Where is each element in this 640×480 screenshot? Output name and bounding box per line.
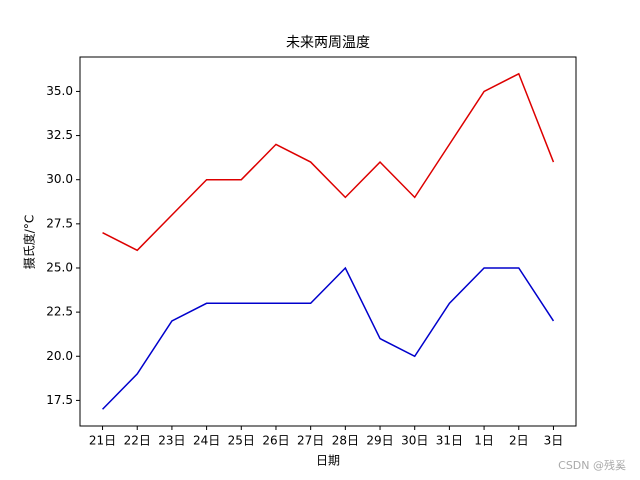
x-tick-label: 24日: [193, 434, 220, 448]
x-tick-label: 31日: [436, 434, 463, 448]
y-tick-label: 35.0: [46, 84, 73, 98]
x-tick-label: 27日: [297, 434, 324, 448]
y-tick-label: 22.5: [46, 305, 73, 319]
x-tick-label: 28日: [332, 434, 359, 448]
x-tick-label: 25日: [228, 434, 255, 448]
x-tick-label: 23日: [158, 434, 185, 448]
chart-title: 未来两周温度: [286, 35, 370, 51]
y-tick-label: 27.5: [46, 216, 73, 230]
x-tick-label: 1日: [474, 434, 494, 448]
y-tick-label: 30.0: [46, 172, 73, 186]
watermark: CSDN @残奚: [558, 458, 626, 472]
line-series: [102, 72, 555, 252]
x-tick-label: 2日: [509, 434, 529, 448]
y-tick-label: 17.5: [46, 393, 73, 407]
x-tick-label: 30日: [401, 434, 428, 448]
x-tick-label: 21日: [89, 434, 116, 448]
x-tick-label: 22日: [124, 434, 151, 448]
x-tick-label: 26日: [262, 434, 289, 448]
y-tick-label: 32.5: [46, 128, 73, 142]
y-tick-label: 20.0: [46, 349, 73, 363]
y-tick-label: 25.0: [46, 260, 73, 274]
plot-frame: [79, 56, 577, 427]
line-series: [102, 266, 555, 410]
x-tick-label: 29日: [366, 434, 393, 448]
x-tick-label: 3日: [544, 434, 564, 448]
y-axis-label: 摄氏度/°C: [22, 215, 37, 269]
x-axis-label: 日期: [316, 454, 340, 468]
